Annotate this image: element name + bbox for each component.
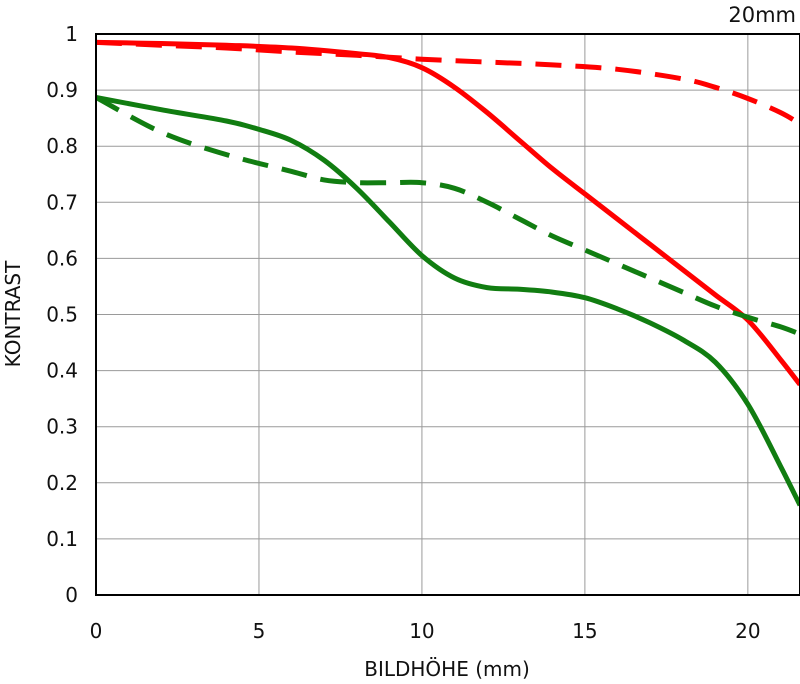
- x-axis-title: BILDHÖHE (mm): [364, 657, 530, 681]
- x-tick-label: 20: [735, 619, 760, 643]
- x-tick-label: 15: [572, 619, 597, 643]
- y-tick-label: 0.7: [46, 190, 78, 214]
- y-tick-label: 0.1: [46, 527, 78, 551]
- green-solid-line: [96, 94, 800, 507]
- y-tick-label: 0.6: [46, 246, 78, 270]
- x-tick-label: 10: [409, 619, 434, 643]
- y-tick-label: 0.3: [46, 415, 78, 439]
- chart-title: 20mm: [728, 3, 796, 27]
- y-tick-label: 0.4: [46, 359, 78, 383]
- series-lines: [96, 39, 800, 507]
- y-tick-label: 0.5: [46, 303, 78, 327]
- y-tick-label: 0.9: [46, 78, 78, 102]
- red-dashed-line: [96, 39, 800, 126]
- y-tick-label: 0.2: [46, 471, 78, 495]
- x-tick-label: 0: [90, 619, 103, 643]
- y-axis-title: KONTRAST: [1, 260, 25, 367]
- y-tick-label: 0.8: [46, 134, 78, 158]
- green-dashed-line: [96, 95, 800, 337]
- plot-frame: [95, 33, 800, 596]
- x-tick-label: 5: [253, 619, 266, 643]
- y-tick-label: 1: [65, 22, 78, 46]
- red-solid-line: [96, 39, 800, 387]
- y-tick-label: 0: [65, 583, 78, 607]
- tick-labels: 0 5 10 15 20 0 0.1 0.2 0.3 0.4 0.5 0.6 0.7 0.8 0.9 1: [46, 22, 760, 643]
